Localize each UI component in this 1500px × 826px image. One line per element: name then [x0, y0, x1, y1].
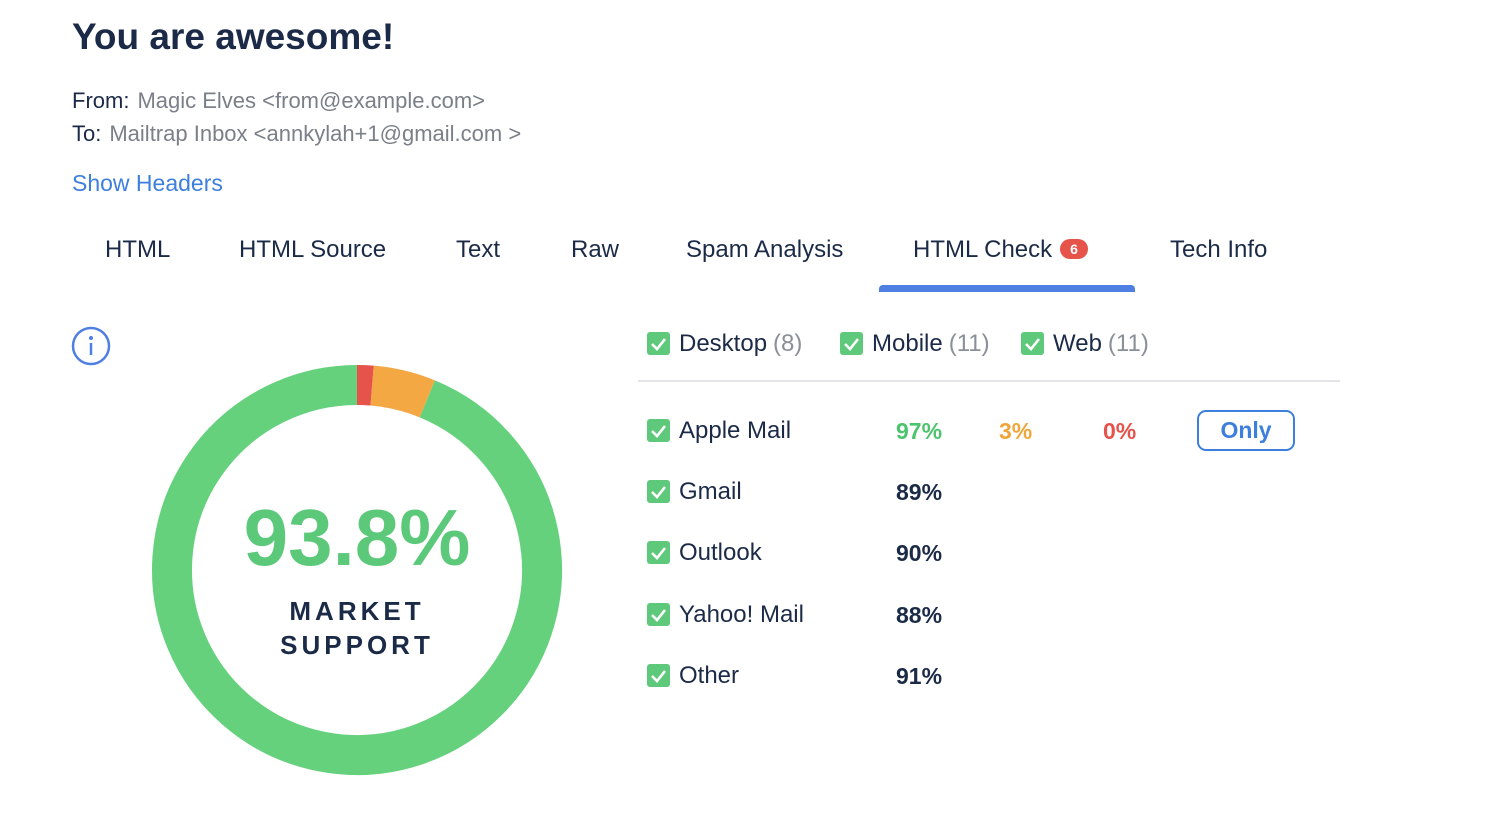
client-percent: 91% — [896, 662, 943, 689]
caption-line: MARKET — [289, 596, 424, 626]
client-percent: 0% — [1103, 418, 1137, 444]
client-percent: 88% — [896, 601, 943, 628]
checkbox[interactable] — [840, 332, 863, 355]
to-line: To: Mailtrap Inbox <annkylah+1@gmail.com … — [72, 123, 521, 145]
client-name: Yahoo! Mail — [679, 600, 804, 628]
filter-count: (11) — [948, 330, 990, 357]
tab[interactable]: HTML — [105, 238, 170, 262]
client-percent: 3% — [999, 418, 1033, 444]
tab-label: HTML — [105, 236, 171, 263]
active-tab-indicator — [879, 285, 1135, 292]
tab[interactable]: Raw — [571, 238, 619, 262]
tab-label: Spam Analysis — [686, 236, 844, 263]
from-line: From: Magic Elves <from@example.com> — [72, 90, 485, 112]
filter: Desktop (8) — [679, 332, 802, 356]
client-percent: 89% — [896, 479, 943, 506]
filter: Web (11) — [1053, 332, 1149, 356]
filter-count: (11) — [1107, 330, 1149, 357]
check-mark — [844, 338, 860, 351]
client-name: Gmail — [679, 478, 742, 506]
checkbox[interactable] — [647, 541, 670, 565]
client-percent: 90% — [896, 540, 943, 567]
filter: Mobile (11) — [872, 332, 990, 356]
tab[interactable]: HTML Check 6 — [913, 238, 1088, 262]
donut-segment — [356, 365, 374, 406]
checkbox[interactable] — [647, 602, 670, 626]
tab-label: Tech Info — [1170, 236, 1268, 263]
checkbox[interactable] — [647, 332, 670, 355]
tab-badge: 6 — [1060, 239, 1088, 259]
check-mark — [651, 486, 667, 500]
checkbox[interactable] — [647, 663, 670, 687]
check-mark — [651, 547, 667, 561]
tab-label: Raw — [571, 236, 620, 263]
check-mark — [651, 425, 667, 438]
filter-label: Web — [1053, 330, 1102, 357]
tab[interactable]: Tech Info — [1170, 238, 1267, 262]
client-name: Other — [679, 661, 740, 689]
check-mark — [651, 669, 667, 683]
filter-label: Mobile — [872, 330, 943, 357]
donut-segment — [370, 365, 435, 418]
checkbox[interactable] — [647, 480, 670, 504]
email-subject: You are awesome! — [72, 16, 395, 57]
check-mark — [651, 608, 667, 622]
caption-line: SUPPORT — [280, 630, 434, 660]
tab-label: HTML Check — [913, 236, 1053, 263]
from-label: From: — [72, 88, 130, 113]
client-name: Outlook — [679, 539, 762, 567]
tab[interactable]: Text — [456, 238, 500, 262]
checkbox[interactable] — [647, 419, 670, 442]
check-mark — [1025, 338, 1041, 351]
filter-label: Desktop — [679, 330, 768, 357]
show-headers-link[interactable]: Show Headers — [72, 170, 223, 196]
to-label: To: — [72, 121, 102, 146]
to-value: Mailtrap Inbox <annkylah+1@gmail.com > — [109, 121, 522, 146]
tab-label: HTML Source — [239, 236, 387, 263]
from-value: Magic Elves <from@example.com> — [137, 88, 486, 113]
divider — [638, 380, 1340, 382]
tab-label: Text — [456, 236, 501, 263]
tab[interactable]: Spam Analysis — [686, 238, 843, 262]
client-name: Apple Mail — [679, 417, 792, 444]
client-percent: 97% — [896, 418, 943, 444]
filter-count: (8) — [773, 330, 803, 357]
market-support-donut: 93.8% MARKET SUPPORT — [152, 365, 562, 775]
check-mark — [651, 338, 667, 351]
only-button[interactable]: Only — [1197, 410, 1295, 451]
donut-segment — [152, 365, 562, 775]
checkbox[interactable] — [1021, 332, 1044, 355]
tab[interactable]: HTML Source — [239, 238, 386, 262]
market-support-value: 93.8% — [244, 493, 471, 582]
info-icon[interactable] — [70, 325, 112, 367]
